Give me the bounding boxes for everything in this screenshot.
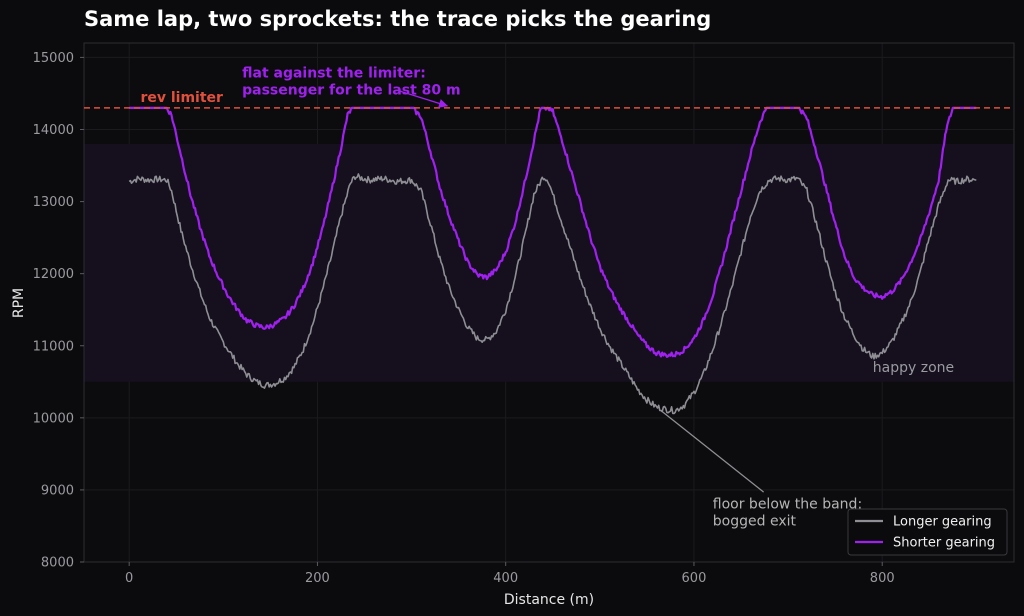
y-tick-label: 11000: [33, 339, 74, 354]
y-tick-label: 9000: [41, 483, 74, 498]
x-tick-label: 800: [870, 571, 895, 586]
legend-label-longer: Longer gearing: [893, 515, 992, 530]
y-tick-label: 15000: [33, 51, 74, 66]
plot-frame: [83, 42, 1015, 563]
legend-label-shorter: Shorter gearing: [893, 536, 995, 551]
y-axis-label: RPM: [11, 288, 27, 318]
chart-title: Same lap, two sprockets: the trace picks…: [84, 7, 711, 31]
annotation-arrow: [400, 90, 449, 108]
x-tick-label: 200: [305, 571, 330, 586]
annotation-line: floor below the band:: [713, 497, 862, 513]
annotation-line: flat against the limiter:: [242, 66, 426, 82]
y-tick-label: 13000: [33, 195, 74, 210]
annotation-pointer: [660, 410, 765, 493]
x-axis-label: Distance (m): [504, 592, 594, 608]
series-lines: [128, 106, 977, 415]
annotations: flat against the limiter: passenger for t…: [242, 66, 862, 530]
y-tick-label: 8000: [41, 556, 74, 571]
annotation-bog_note: floor below the band: bogged exit: [713, 497, 862, 530]
x-tick-label: 600: [682, 571, 707, 586]
legend-box: [847, 508, 1008, 556]
happy-zone-label: happy zone: [873, 360, 954, 376]
legend: Longer gearing Shorter gearing: [847, 508, 1008, 556]
series-line-shorter: [129, 106, 977, 358]
annotation-line: bogged exit: [713, 514, 797, 530]
annotation-limiter_note: flat against the limiter: passenger for t…: [242, 66, 460, 99]
x-tick-label: 400: [493, 571, 518, 586]
annotation-line: passenger for the last 80 m: [242, 83, 460, 99]
series-line-longer: [128, 173, 977, 415]
y-tick-label: 12000: [33, 267, 74, 282]
y-tick-label: 14000: [33, 123, 74, 138]
x-tick-label: 0: [125, 571, 133, 586]
axes: 0 200 400 600 800 8000 9000 10000 11000 12000 1300…: [33, 42, 1015, 586]
rev-limiter-label: rev limiter: [140, 90, 223, 106]
y-tick-label: 10000: [33, 411, 74, 426]
